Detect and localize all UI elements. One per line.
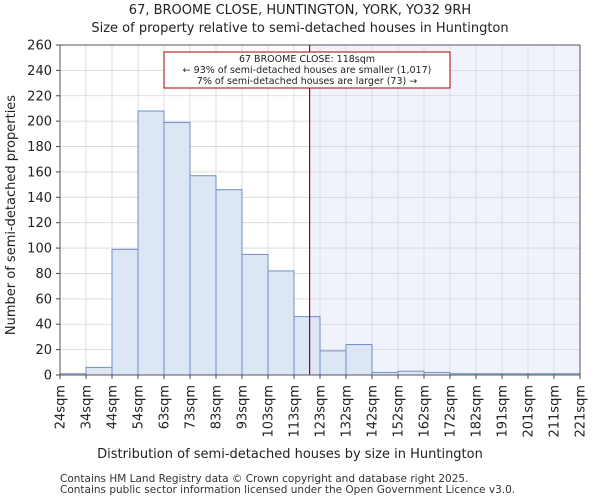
y-tick-label: 80 xyxy=(35,267,52,282)
y-tick-label: 100 xyxy=(27,242,52,257)
x-tick-label: 142sqm xyxy=(366,385,381,438)
x-tick-label: 123sqm xyxy=(314,385,329,438)
x-tick-label: 152sqm xyxy=(392,385,407,438)
histogram-bar xyxy=(293,316,321,376)
y-tick-label: 260 xyxy=(27,39,52,54)
histogram-bar xyxy=(319,350,347,376)
x-tick-label: 113sqm xyxy=(288,385,303,438)
x-tick-label: 93sqm xyxy=(236,385,251,429)
annotation-line-3: 7% of semi-detached houses are larger (7… xyxy=(197,76,417,87)
y-tick-label: 120 xyxy=(27,216,52,231)
histogram-bar xyxy=(267,270,295,376)
y-axis-label: Number of semi-detached properties xyxy=(4,95,19,335)
x-tick-label: 191sqm xyxy=(496,385,511,438)
x-tick-label: 221sqm xyxy=(574,385,589,438)
chart-title-line-1: 67, BROOME CLOSE, HUNTINGTON, YORK, YO32… xyxy=(128,3,472,18)
y-tick-label: 140 xyxy=(27,191,52,206)
x-tick-label: 211sqm xyxy=(548,385,563,438)
y-tick-label: 60 xyxy=(35,292,52,307)
histogram-bar xyxy=(111,248,139,376)
histogram-bar xyxy=(137,110,165,376)
x-axis: 24sqm 34sqm 44sqm 54sqm 63sqm 73sqm 83sqm 93sqm… xyxy=(54,375,589,438)
y-tick-label: 240 xyxy=(27,64,52,79)
histogram-bars xyxy=(59,110,581,376)
histogram-chart: 0 20 40 60 80 100 120 140 160 180 200 220 240 260 24s… xyxy=(4,39,589,463)
x-tick-label: 34sqm xyxy=(80,385,95,429)
histogram-bar xyxy=(241,253,269,376)
x-axis-label: Distribution of semi-detached houses by … xyxy=(97,447,483,462)
annotation-box: 67 BROOME CLOSE: 118sqm ← 93% of semi-de… xyxy=(163,51,451,89)
histogram-bar xyxy=(189,175,217,376)
x-tick-label: 63sqm xyxy=(158,385,173,429)
annotation-line-1: 67 BROOME CLOSE: 118sqm xyxy=(239,54,375,65)
x-tick-label: 24sqm xyxy=(54,385,69,429)
x-tick-label: 201sqm xyxy=(522,385,537,438)
footer-copyright: Contains HM Land Registry data © Crown c… xyxy=(60,473,469,485)
histogram-bar xyxy=(85,366,113,376)
histogram-bar xyxy=(345,344,373,376)
histogram-bar xyxy=(397,370,425,376)
y-tick-label: 200 xyxy=(27,115,52,130)
x-tick-label: 103sqm xyxy=(262,385,277,438)
histogram-bar xyxy=(215,189,243,376)
y-tick-label: 180 xyxy=(27,140,52,155)
histogram-bar xyxy=(163,121,191,376)
annotation-border xyxy=(163,51,451,89)
larger-properties-region xyxy=(309,45,580,375)
y-tick-label: 220 xyxy=(27,89,52,104)
x-tick-label: 132sqm xyxy=(340,385,355,438)
plot-frame xyxy=(59,44,581,376)
x-tick-label: 83sqm xyxy=(210,385,225,429)
annotation-line-2: ← 93% of semi-detached houses are smalle… xyxy=(183,65,432,76)
y-tick-label: 20 xyxy=(35,343,52,358)
x-tick-label: 54sqm xyxy=(132,385,147,429)
footer-licence: Contains public sector information licen… xyxy=(60,484,516,496)
y-axis: 0 20 40 60 80 100 120 140 160 180 200 220 240 260 xyxy=(27,39,60,384)
x-tick-label: 73sqm xyxy=(184,385,199,429)
y-tick-label: 40 xyxy=(35,318,52,333)
chart-title-line-2: Size of property relative to semi-detach… xyxy=(91,21,509,36)
y-tick-label: 160 xyxy=(27,165,52,180)
x-tick-label: 44sqm xyxy=(106,385,121,429)
x-tick-label: 182sqm xyxy=(470,385,485,438)
x-tick-label: 162sqm xyxy=(418,385,433,438)
y-tick-label: 0 xyxy=(44,369,52,384)
x-tick-label: 172sqm xyxy=(444,385,459,438)
